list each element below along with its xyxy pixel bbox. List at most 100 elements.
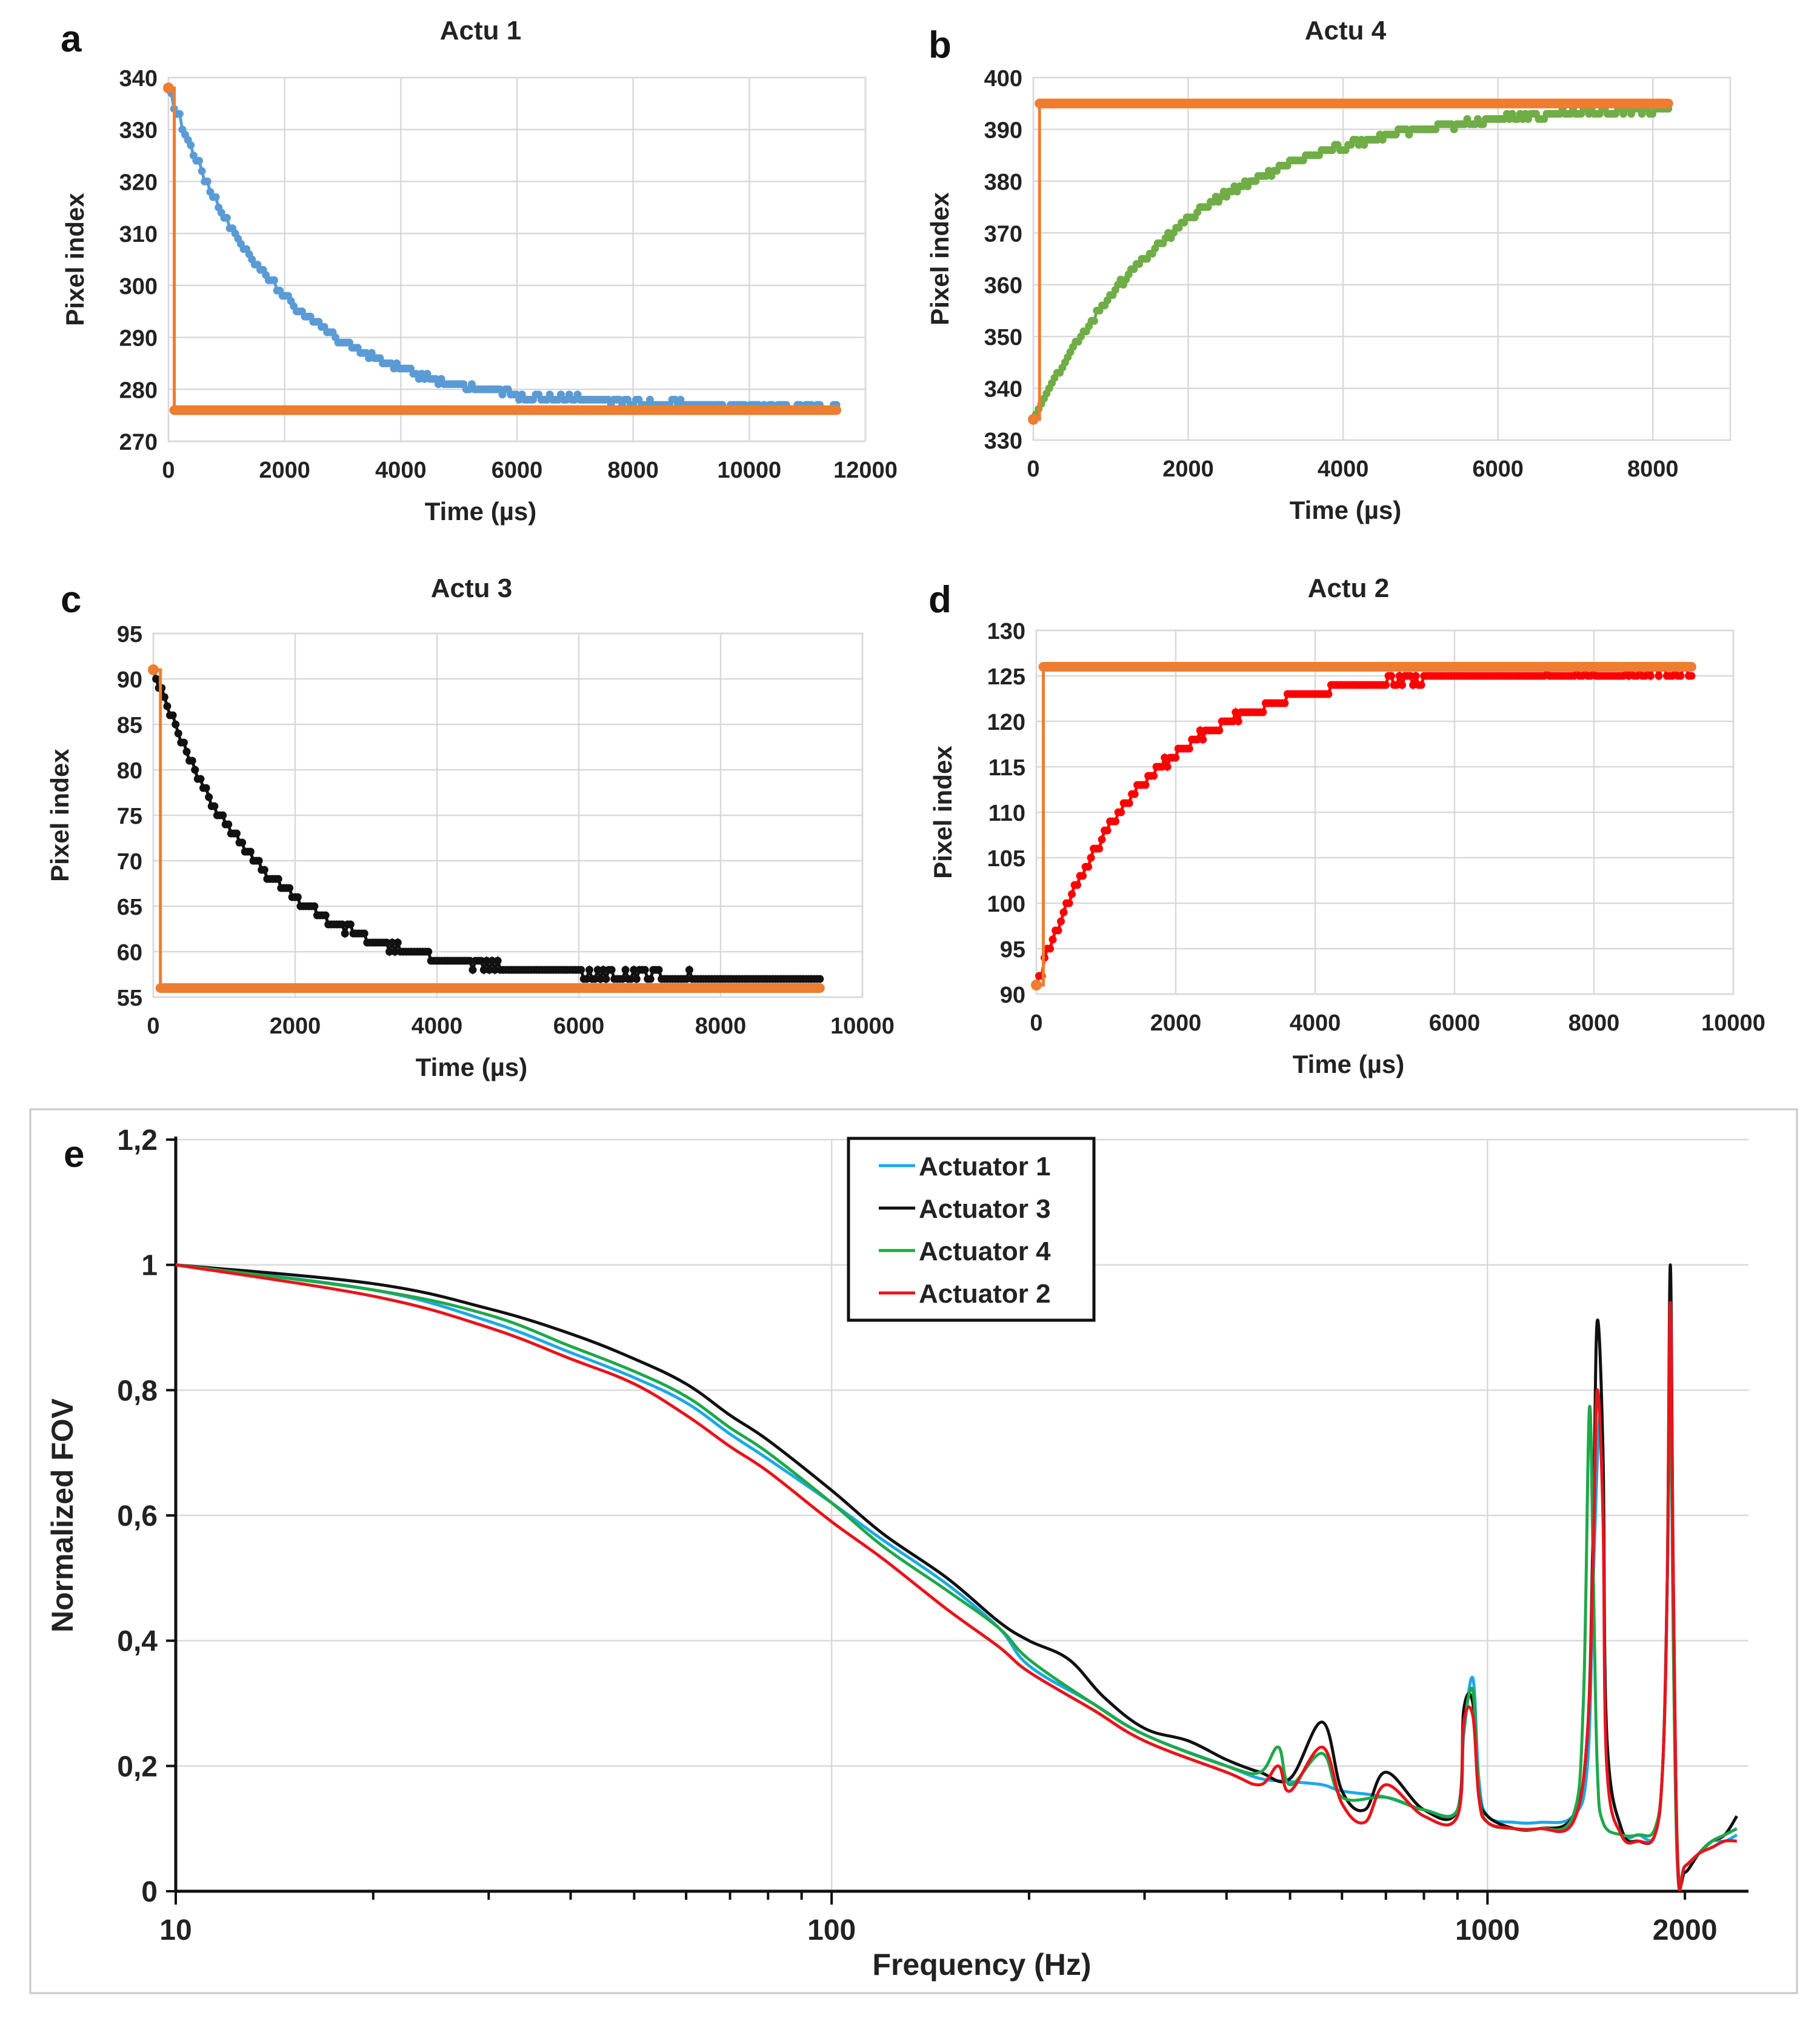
x-tick-label: 1000: [1455, 1914, 1520, 1946]
y-tick-label: 0,2: [117, 1751, 158, 1783]
response-point: [196, 775, 205, 783]
x-axis-label: Frequency (Hz): [872, 1948, 1091, 1982]
response-point: [477, 957, 485, 965]
y-tick-label: 130: [987, 619, 1025, 644]
y-tick-label: 330: [119, 118, 158, 144]
x-tick-label: 0: [147, 1014, 159, 1039]
panel-letter: d: [928, 579, 952, 621]
response-point: [1073, 881, 1082, 889]
x-tick-label: 6000: [1472, 456, 1524, 482]
y-tick-label: 1: [141, 1250, 158, 1282]
response-point: [388, 938, 396, 947]
response-line: [167, 87, 837, 413]
response-point: [585, 966, 593, 974]
response-point: [1570, 672, 1578, 680]
response-point: [1393, 681, 1401, 689]
response-point: [618, 975, 627, 983]
response-point: [1059, 908, 1068, 917]
response-point: [172, 720, 180, 729]
series-command: [148, 664, 825, 993]
y-tick-label: 80: [117, 758, 142, 784]
legend-entry: Actuator 4: [919, 1237, 1051, 1266]
response-point: [152, 675, 161, 683]
response-point: [1387, 672, 1396, 680]
response-point: [1150, 772, 1158, 780]
response-point: [1540, 672, 1548, 680]
x-tick-label: 4000: [375, 458, 427, 483]
command-start-point: [148, 664, 159, 675]
response-point: [1687, 672, 1696, 680]
x-tick-label: 8000: [1627, 456, 1679, 482]
response-point: [1079, 872, 1087, 880]
y-tick-label: 380: [984, 170, 1022, 195]
response-point: [1068, 890, 1076, 898]
response-point: [1185, 744, 1193, 753]
x-tick-label: 8000: [695, 1014, 747, 1039]
response-point: [246, 847, 255, 856]
response-point: [341, 929, 349, 938]
response-point: [1409, 681, 1418, 689]
response-line: [1032, 105, 1668, 420]
response-point: [1382, 681, 1390, 689]
y-tick-label: 100: [987, 892, 1025, 917]
x-tick-label: 4000: [1290, 1010, 1341, 1036]
x-tick-label: 12000: [833, 458, 898, 483]
x-axis-label: Time (µs): [1293, 1050, 1404, 1078]
series-actuator-3: [175, 1263, 1738, 1889]
y-axis-label: Pixel index: [925, 192, 954, 326]
response-point: [1412, 672, 1420, 680]
response-point: [174, 729, 182, 738]
x-axis-label: Time (µs): [425, 497, 536, 526]
y-tick-label: 105: [987, 846, 1025, 872]
y-tick-label: 340: [119, 66, 158, 92]
x-tick-label: 4000: [1318, 456, 1369, 482]
response-point: [163, 702, 172, 710]
response-point: [1655, 672, 1663, 680]
y-tick-label: 350: [984, 325, 1022, 350]
x-tick-label: 2000: [1653, 1914, 1718, 1946]
panel-letter: e: [64, 1134, 84, 1175]
legend-entry: Actuator 3: [919, 1194, 1051, 1224]
y-tick-label: 55: [117, 986, 142, 1011]
y-tick-label: 85: [117, 713, 142, 738]
response-point: [224, 820, 233, 829]
y-tick-label: 90: [1000, 983, 1025, 1008]
panel-c-actu-3: 0 2000 4000 6000 8000 10000 55 60 65 70 75 80 85 90 95…: [45, 573, 895, 1081]
response-point: [1586, 672, 1595, 680]
x-tick-label: 8000: [1568, 1010, 1620, 1036]
x-tick-label: 6000: [492, 458, 543, 483]
y-tick-label: 290: [119, 326, 158, 352]
plot-area: [1035, 629, 1735, 995]
response-point: [160, 693, 168, 701]
response-point: [1112, 817, 1120, 826]
x-tick-label: 6000: [553, 1014, 605, 1039]
y-axis-label: Pixel index: [45, 749, 74, 882]
response-point: [188, 756, 196, 765]
legend-entry: Actuator 1: [919, 1152, 1051, 1181]
y-tick-label: 110: [988, 801, 1025, 826]
response-point: [321, 911, 330, 920]
response-point: [1215, 726, 1224, 735]
response-point: [182, 747, 191, 756]
series-actuator-1: [175, 1263, 1738, 1891]
x-tick-label: 0: [1030, 1010, 1042, 1036]
y-tick-label: 270: [119, 430, 158, 455]
response-point: [260, 866, 268, 874]
response-point: [465, 957, 474, 965]
response-point: [1125, 799, 1133, 807]
plot-area: [1032, 76, 1732, 441]
panel-letter: c: [61, 579, 81, 621]
series-actuator-4: [175, 1263, 1738, 1886]
response-point: [1417, 681, 1425, 689]
response-point: [1158, 763, 1166, 771]
response-point: [360, 929, 368, 938]
response-point: [168, 711, 177, 720]
x-tick-label: 2000: [1150, 1010, 1202, 1036]
command-step-line: [1036, 667, 1045, 987]
response-point: [1065, 899, 1073, 907]
x-tick-label: 2000: [1162, 456, 1214, 482]
response-point: [293, 893, 302, 901]
y-tick-label: 0,6: [117, 1500, 158, 1532]
legend-entry: Actuator 2: [919, 1279, 1051, 1309]
chart-title: Actu 4: [1305, 16, 1387, 45]
